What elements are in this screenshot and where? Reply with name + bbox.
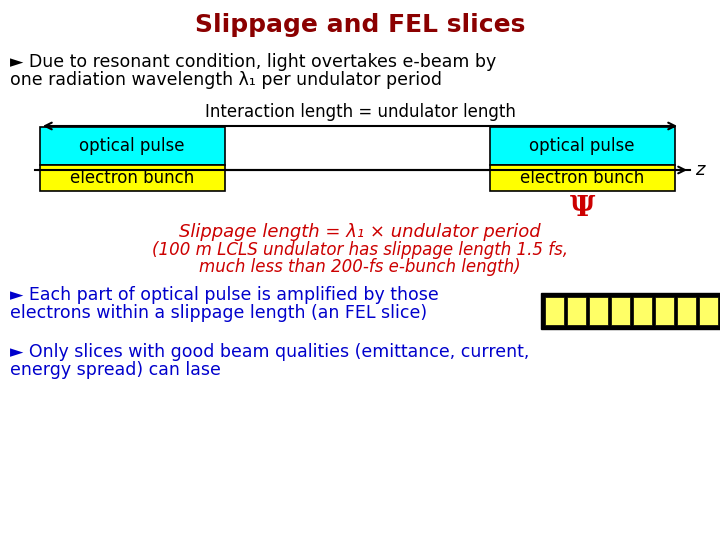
Bar xyxy=(655,297,674,325)
Text: (100 m LCLS undulator has slippage length 1.5 fs,: (100 m LCLS undulator has slippage lengt… xyxy=(152,241,568,259)
Bar xyxy=(567,297,586,325)
Text: ► Due to resonant condition, light overtakes e-beam by: ► Due to resonant condition, light overt… xyxy=(10,53,496,71)
Bar xyxy=(699,297,718,325)
Text: Slippage length = λ₁ × undulator period: Slippage length = λ₁ × undulator period xyxy=(179,223,541,241)
Text: electron bunch: electron bunch xyxy=(520,169,644,187)
Text: Slippage and FEL slices: Slippage and FEL slices xyxy=(195,13,525,37)
Bar xyxy=(545,297,564,325)
Text: much less than 200-fs e-bunch length): much less than 200-fs e-bunch length) xyxy=(199,258,521,276)
Bar xyxy=(677,297,696,325)
Text: energy spread) can lase: energy spread) can lase xyxy=(10,361,221,379)
Text: ► Only slices with good beam qualities (emittance, current,: ► Only slices with good beam qualities (… xyxy=(10,343,529,361)
Bar xyxy=(40,127,225,165)
Bar xyxy=(633,297,652,325)
Text: electrons within a slippage length (an FEL slice): electrons within a slippage length (an F… xyxy=(10,304,427,322)
Text: optical pulse: optical pulse xyxy=(79,137,185,155)
Bar xyxy=(490,165,675,191)
Text: Interaction length = undulator length: Interaction length = undulator length xyxy=(204,103,516,121)
Bar xyxy=(589,297,608,325)
Bar xyxy=(611,297,630,325)
Text: one radiation wavelength λ₁ per undulator period: one radiation wavelength λ₁ per undulato… xyxy=(10,71,442,89)
Bar xyxy=(490,127,675,165)
Text: electron bunch: electron bunch xyxy=(70,169,194,187)
Text: Ψ: Ψ xyxy=(570,194,595,221)
Text: z: z xyxy=(695,161,704,179)
Bar xyxy=(40,165,225,191)
Text: optical pulse: optical pulse xyxy=(529,137,635,155)
Bar xyxy=(541,293,720,329)
Text: ► Each part of optical pulse is amplified by those: ► Each part of optical pulse is amplifie… xyxy=(10,286,438,304)
